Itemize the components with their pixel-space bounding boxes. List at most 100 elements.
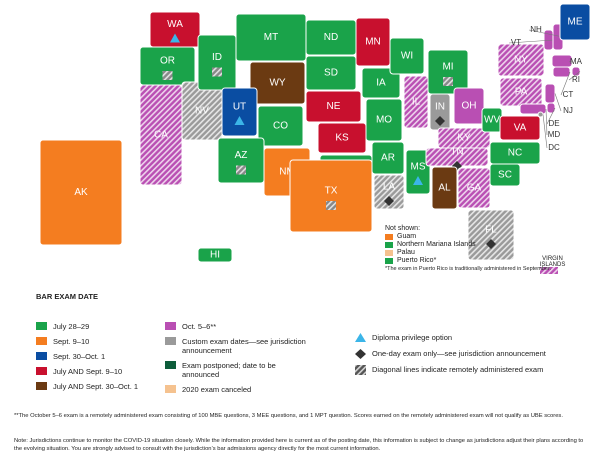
state: AK <box>39 139 123 246</box>
state: SC <box>489 163 521 187</box>
state: MA <box>551 54 583 68</box>
hatch-marker-lines <box>443 77 453 86</box>
legend-swatch <box>36 382 47 390</box>
legend-label: Exam postponed; date to be announced <box>182 361 276 379</box>
state-shape <box>361 67 401 99</box>
state: OR <box>139 46 196 86</box>
hatch-marker-lines <box>162 71 173 80</box>
state-shape <box>544 83 556 104</box>
legend-swatch <box>36 322 47 330</box>
state: LA <box>373 174 405 210</box>
leader-line <box>542 114 548 149</box>
swatch <box>385 241 393 248</box>
state: NV <box>181 81 223 141</box>
legend-label: Diagonal lines indicate remotely adminis… <box>372 365 544 374</box>
legend-item: Oct. 5–6** <box>165 322 315 331</box>
not-shown-title: Not shown: <box>385 225 421 232</box>
legend-label: One-day exam only—see jurisdiction annou… <box>372 349 546 358</box>
legend-item: July 28–29 <box>36 322 161 331</box>
state-label: NH <box>530 25 542 34</box>
state-label: WV <box>484 115 500 126</box>
legend-label: July AND Sept. 9–10 <box>53 367 123 376</box>
leader-line <box>560 71 571 96</box>
legend-swatch <box>165 322 176 330</box>
swatch <box>385 249 393 256</box>
state-shape <box>365 98 403 142</box>
state-label: NJ <box>563 106 573 115</box>
diploma-marker <box>413 176 423 185</box>
not-shown-note: *The exam in Puerto Rico is traditionall… <box>385 266 551 272</box>
state: NE <box>305 90 362 123</box>
state-label: CO <box>273 121 288 132</box>
legend-column: Oct. 5–6** Custom exam dates—see jurisdic… <box>165 322 315 400</box>
not-shown-item: Guam <box>385 233 551 240</box>
state-label: TX <box>325 186 338 197</box>
state-label: CA <box>154 130 168 141</box>
state-label: NV <box>195 106 209 117</box>
state: TX <box>289 159 373 233</box>
state: WY <box>249 61 306 105</box>
not-shown-label: Guam <box>397 233 417 240</box>
leader-line <box>554 93 562 112</box>
footnote: Note: Jurisdictions continue to monitor … <box>14 438 584 452</box>
remote-hatch <box>438 128 490 148</box>
state-shape <box>289 159 373 233</box>
state-label: AL <box>438 183 451 194</box>
legend-item: July AND Sept. 30–Oct. 1 <box>36 382 161 391</box>
state-label: GA <box>467 183 482 194</box>
one-day-marker <box>384 196 394 206</box>
state: MI <box>427 49 469 95</box>
state-label: ND <box>324 32 338 43</box>
state-label: MS <box>411 162 426 173</box>
state: NY <box>497 43 545 77</box>
state-label: NE <box>327 101 341 112</box>
state-shape <box>305 90 362 123</box>
state-label: AR <box>381 153 395 164</box>
remote-hatch <box>426 148 488 166</box>
legend-symbol <box>355 333 366 342</box>
legend-item: July AND Sept. 9–10 <box>36 367 161 376</box>
state-shape <box>489 163 521 187</box>
state-label: SC <box>498 170 512 181</box>
state: WI <box>389 37 425 75</box>
state-label: ID <box>212 52 222 63</box>
state-label: MO <box>376 115 392 126</box>
state: VA <box>499 115 541 141</box>
legend-item: Exam postponed; date to be announced <box>165 361 315 379</box>
remote-hatch <box>374 175 404 209</box>
state: CO <box>257 105 304 147</box>
legend-symbol <box>355 365 366 375</box>
state: UT <box>221 87 258 137</box>
state-label: ME <box>568 17 583 28</box>
diploma-marker <box>170 33 180 43</box>
diploma-marker <box>234 116 245 125</box>
state-label: FL <box>485 225 497 236</box>
state: NC <box>489 141 541 165</box>
legend-label: Custom exam dates—see jurisdiction annou… <box>182 337 306 355</box>
legend-item: Sept. 30–Oct. 1 <box>36 352 161 361</box>
remote-hatch <box>500 78 542 106</box>
state-shape <box>197 34 237 91</box>
legend-swatch <box>165 361 176 369</box>
state-label: MD <box>548 130 561 139</box>
state: KS <box>317 122 367 154</box>
state-label: OR <box>160 56 175 67</box>
state-label: NM <box>279 167 295 178</box>
state-shape <box>453 87 485 125</box>
leader-line <box>508 39 554 44</box>
state: OH <box>453 87 485 125</box>
state-label: IN <box>435 102 445 113</box>
not-shown-label: Palau <box>397 249 415 256</box>
legend-item: One-day exam only—see jurisdiction annou… <box>355 349 575 359</box>
legend-column: July 28–29 Sept. 9–10 Sept. 30–Oct. 1 July … <box>36 322 161 397</box>
legend-label: Oct. 5–6** <box>182 322 217 331</box>
state-label: KS <box>335 133 349 144</box>
state-label: SD <box>324 68 338 79</box>
state: WV <box>481 107 503 133</box>
state: MD <box>519 103 561 139</box>
state: AZ <box>217 137 265 184</box>
virgin-islands-hatch <box>540 267 558 274</box>
state-label: DE <box>548 119 559 128</box>
state: AL <box>431 166 458 210</box>
legend-label: Sept. 9–10 <box>53 337 90 346</box>
